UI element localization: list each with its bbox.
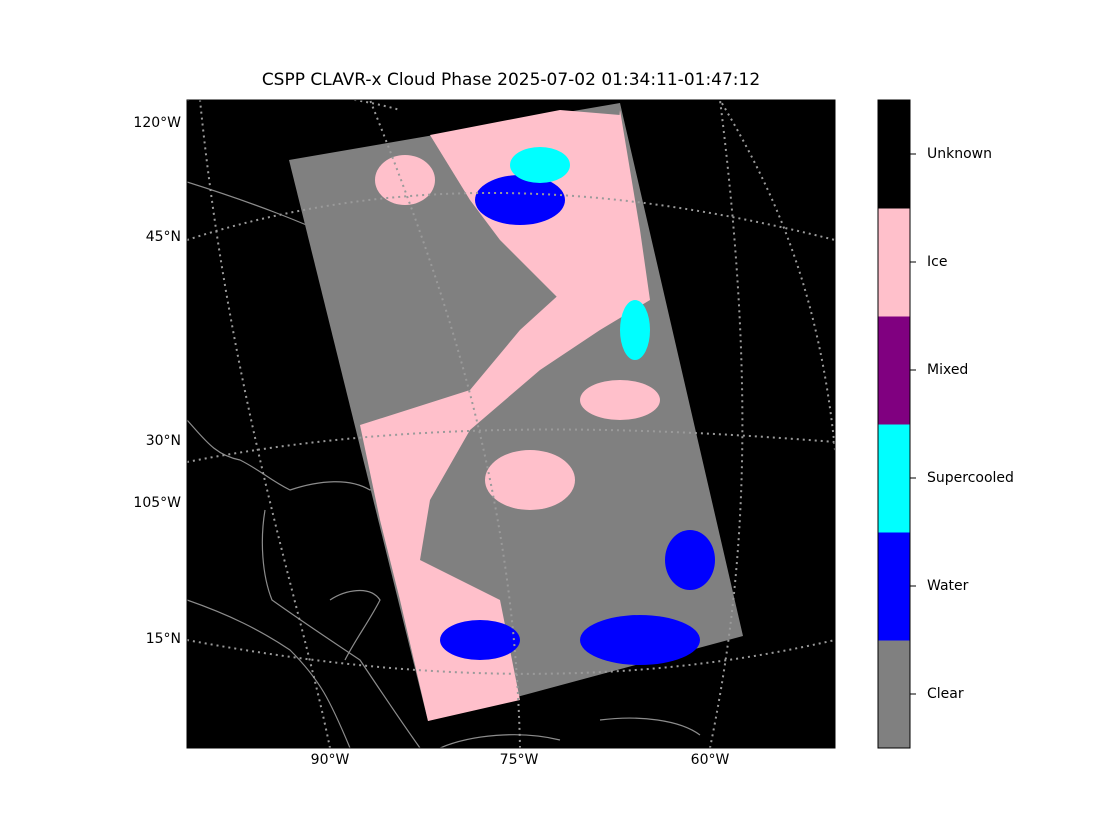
colorbar-label: Water (927, 578, 969, 594)
map-title: CSPP CLAVR-x Cloud Phase 2025-07-02 01:3… (262, 70, 760, 90)
lat-label: 15°N (146, 631, 181, 647)
colorbar-label: Supercooled (927, 470, 1014, 486)
colorbar-label: Clear (927, 686, 964, 702)
lon-label: 120°W (133, 115, 181, 131)
lon-label: 60°W (691, 752, 730, 768)
graticule (187, 100, 835, 748)
coastline (187, 181, 701, 748)
lon-label: 90°W (311, 752, 350, 768)
colorbar-label: Mixed (927, 362, 968, 378)
lon-label: 105°W (133, 495, 181, 511)
swath-water (440, 620, 520, 660)
colorbar-segment (878, 424, 910, 533)
swath-water (665, 530, 715, 590)
swath-ice (485, 450, 575, 510)
colorbar: Clear Water Supercooled Mixed Ice Unknown (877, 99, 1014, 749)
colorbar-segment (878, 100, 910, 209)
map (186, 99, 836, 749)
lon-label: 75°W (500, 752, 539, 768)
swath-water (475, 175, 565, 225)
colorbar-segment (878, 208, 910, 317)
swath-water (580, 615, 700, 665)
colorbar-segment (878, 532, 910, 641)
swath-ice-eddy (375, 155, 435, 205)
swath-ice (580, 380, 660, 420)
map-frame (186, 99, 836, 749)
swath-ice (360, 110, 650, 721)
colorbar-label: Ice (927, 254, 947, 270)
lat-label: 45°N (146, 229, 181, 245)
colorbar-segment (878, 640, 910, 749)
colorbar-segment (878, 316, 910, 425)
swath-supercooled (510, 147, 570, 183)
swath-supercooled (620, 300, 650, 360)
lat-label: 30°N (146, 433, 181, 449)
colorbar-label: Unknown (927, 146, 992, 162)
colorbar-frame (877, 99, 911, 749)
